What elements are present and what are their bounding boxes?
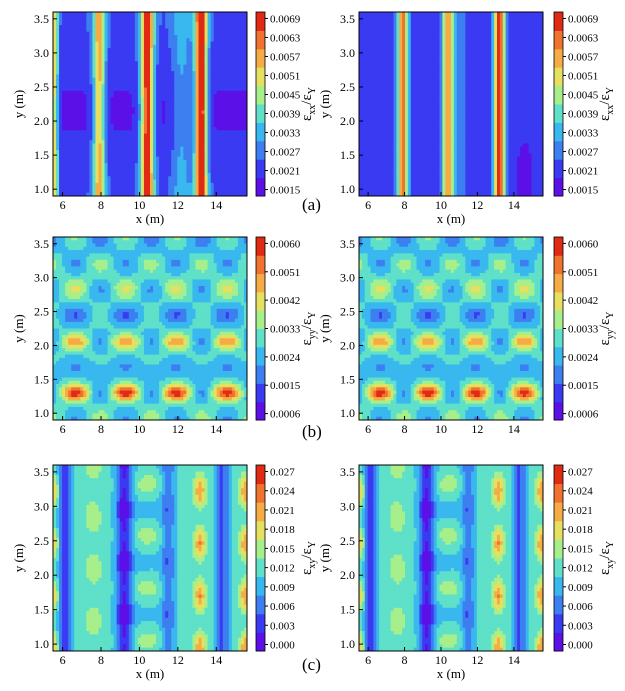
- contour-field: [53, 12, 248, 197]
- x-tick-label: 8: [98, 198, 104, 212]
- y-tick-label: 2.5: [34, 80, 49, 94]
- x-tick-label: 14: [210, 198, 222, 212]
- y-tick-label: 1.5: [34, 148, 49, 162]
- contour-field: [359, 12, 544, 197]
- contour-plot: 6 8 10 12 14 1.0 1.5 2.0 2.5 3.0 3.5 x (m) y (m): [11, 12, 248, 226]
- x-tick-label: 6: [60, 198, 66, 212]
- x-tick-label: 12: [172, 198, 184, 212]
- x-axis-label: x (m): [136, 211, 165, 226]
- y-tick-label: 2.0: [34, 114, 49, 128]
- x-tick-label: 10: [133, 198, 145, 212]
- y-tick-label: 3.5: [34, 12, 49, 26]
- y-tick-label: 1.0: [34, 182, 49, 196]
- y-axis-label: y (m): [11, 90, 26, 119]
- y-tick-label: 3.0: [34, 46, 49, 60]
